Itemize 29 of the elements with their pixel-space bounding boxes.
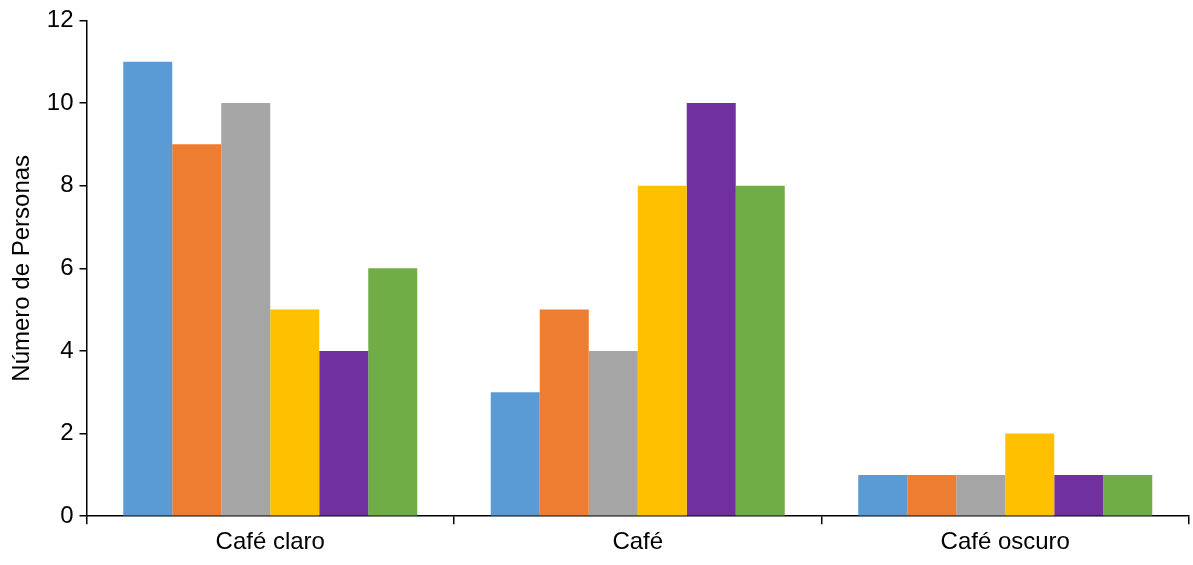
bar	[637, 185, 687, 516]
bar	[221, 103, 271, 516]
y-tick-label: 4	[60, 335, 74, 363]
y-tick-label: 8	[60, 170, 74, 198]
bar	[490, 392, 540, 516]
bar	[368, 268, 418, 516]
bar	[1005, 433, 1055, 516]
y-axis-title: Número de Personas	[7, 154, 35, 382]
y-tick-label: 6	[60, 252, 74, 280]
bar	[270, 309, 320, 516]
y-tick-label: 0	[60, 500, 74, 528]
bar	[686, 103, 736, 516]
bar	[319, 350, 369, 516]
y-tick-label: 12	[46, 5, 74, 33]
bar	[956, 474, 1006, 516]
x-tick-label: Café	[612, 527, 664, 555]
bar	[1054, 474, 1104, 516]
bar	[588, 350, 638, 516]
bar	[1103, 474, 1153, 516]
bar	[907, 474, 957, 516]
bar	[123, 61, 173, 516]
bar	[858, 474, 908, 516]
bar	[735, 185, 785, 516]
x-tick-label: Café oscuro	[940, 527, 1070, 555]
bar	[539, 309, 589, 516]
y-tick-label: 2	[60, 418, 74, 446]
x-tick-label: Café claro	[215, 527, 325, 555]
y-tick-label: 10	[46, 87, 74, 115]
bar	[172, 144, 222, 516]
